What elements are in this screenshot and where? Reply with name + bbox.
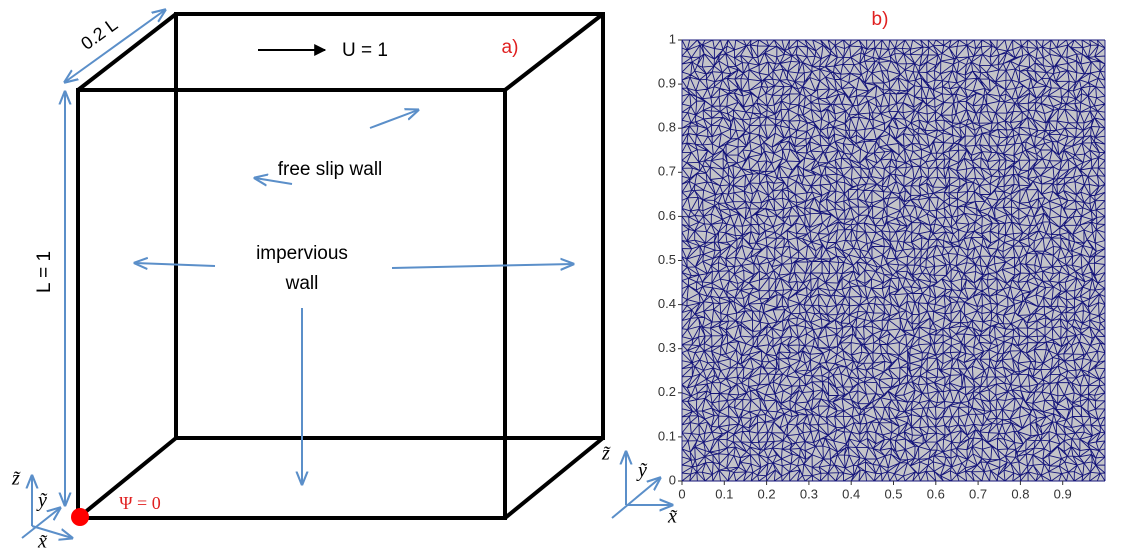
velocity-label: U = 1 — [342, 40, 388, 61]
y-tick-label: 0.4 — [658, 296, 676, 311]
ticks: 0 0.1 0.2 0.3 0.4 0.5 0.6 0.7 0.8 0.9 0 0.1 0.2 0.3 0.… — [658, 31, 1072, 501]
y-tick-label: 0.3 — [658, 340, 676, 355]
panel-a: 0.2 L U = 1 a) free slip wall impervious… — [11, 10, 605, 553]
x-tick-label: 0.3 — [800, 486, 818, 501]
axis-z: z̃ — [11, 468, 21, 490]
axis-y: ỹ — [636, 460, 648, 482]
axis-z: z̃ — [601, 443, 611, 465]
axis-x: x̃ — [37, 531, 47, 553]
panel-tag: a) — [502, 37, 519, 58]
y-tick-label: 0.1 — [658, 428, 676, 443]
impervious-label: impervious — [256, 243, 348, 264]
psi-label: Ψ = 0 — [119, 493, 160, 513]
impervious-label: wall — [285, 273, 319, 294]
axis-x: x̃ — [667, 506, 677, 528]
x-tick-label: 0.7 — [969, 486, 987, 501]
panel-b: b) 0 0.1 0.2 0.3 0.4 0.5 0.6 0.7 0.8 0.9 0 0.1 0.2 0.… — [601, 9, 1106, 528]
y-tick-label: 0.2 — [658, 384, 676, 399]
back-face — [174, 12, 605, 440]
x-tick-label: 0.8 — [1011, 486, 1029, 501]
origin-dot — [71, 508, 89, 526]
free-slip-label: free slip wall — [278, 159, 383, 180]
axis-y: ỹ — [36, 490, 48, 512]
front-face — [76, 88, 507, 520]
y-tick-label: 1 — [669, 31, 676, 46]
axes-arrows — [611, 452, 672, 519]
y-tick-label: 0.7 — [658, 164, 676, 179]
x-tick-label: 0.2 — [758, 486, 776, 501]
x-tick-label: 0.4 — [842, 486, 860, 501]
x-tick-label: 0.6 — [927, 486, 945, 501]
arrows — [21, 10, 573, 538]
panel-tag: b) — [872, 9, 889, 30]
mesh — [681, 39, 1106, 482]
x-tick-label: 0.1 — [715, 486, 733, 501]
x-tick-label: 0 — [678, 486, 685, 501]
y-tick-label: 0.9 — [658, 76, 676, 91]
depth-label: 0.2 L — [77, 14, 121, 54]
height-label: L = 1 — [34, 251, 55, 293]
x-tick-label: 0.9 — [1054, 486, 1072, 501]
y-tick-label: 0.5 — [658, 252, 676, 267]
y-tick-label: 0.6 — [658, 208, 676, 223]
x-tick-label: 0.5 — [884, 486, 902, 501]
y-tick-label: 0.8 — [658, 120, 676, 135]
y-tick-label: 0 — [669, 472, 676, 487]
box — [76, 12, 605, 520]
